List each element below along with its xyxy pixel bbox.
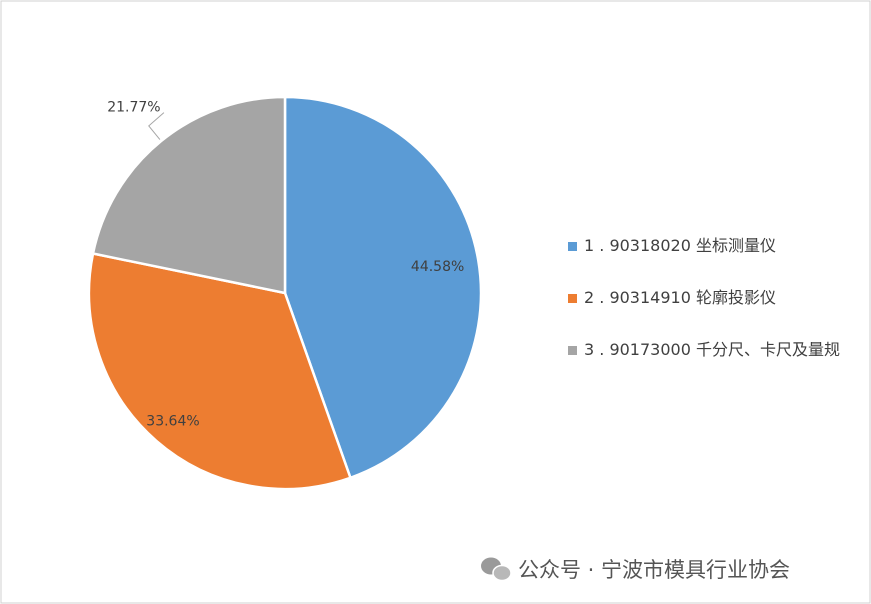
pie-slice [283, 95, 483, 480]
data-label: 33.64% [146, 414, 199, 430]
legend-swatch [568, 346, 577, 355]
legend-label: 2 . 90314910 轮廓投影仪 [584, 288, 776, 307]
legend-swatch [568, 294, 577, 303]
data-label: 21.77% [107, 100, 160, 116]
legend-swatch [568, 242, 577, 251]
legend-label: 3 . 90173000 千分尺、卡尺及量规 [584, 340, 840, 359]
wechat-icon [481, 557, 512, 582]
leader-line [148, 112, 165, 140]
data-label: 44.58% [411, 259, 464, 275]
legend-label: 1 . 90318020 坐标测量仪 [584, 236, 776, 255]
legend: 1 . 90318020 坐标测量仪 2 . 90314910 轮廓投影仪 3 . … [568, 234, 840, 390]
pie-slice [87, 252, 353, 491]
legend-item: 3 . 90173000 千分尺、卡尺及量规 [568, 338, 840, 362]
pie-slice [91, 95, 287, 295]
legend-item: 2 . 90314910 轮廓投影仪 [568, 286, 840, 310]
legend-item: 1 . 90318020 坐标测量仪 [568, 234, 840, 258]
watermark: 公众号 · 宁波市模具行业协会 [518, 558, 791, 582]
